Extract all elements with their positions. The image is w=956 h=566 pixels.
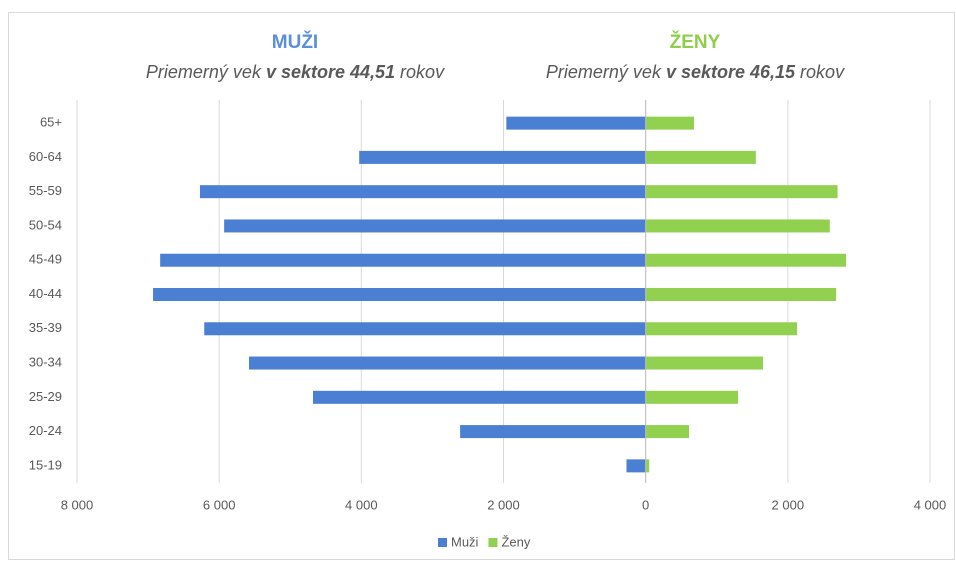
bar (460, 425, 646, 439)
legend-swatch (438, 538, 447, 547)
bar (160, 253, 646, 267)
bar (199, 185, 646, 199)
bar (645, 322, 798, 336)
heading-subtitle: Priemerný vek v sektore 44,51 rokov (146, 62, 445, 82)
bar (645, 253, 847, 267)
legend-label: Muži (451, 534, 479, 549)
y-tick-label: 55-59 (29, 183, 62, 198)
heading-title: MUŽI (272, 31, 318, 53)
legend-label: Ženy (501, 534, 530, 549)
bar (204, 322, 646, 336)
y-tick-label: 45-49 (29, 252, 62, 267)
y-tick-label: 40-44 (29, 286, 62, 301)
bar (645, 150, 756, 164)
bar (153, 288, 646, 301)
y-tick-label: 20-24 (29, 423, 62, 438)
x-tick-label: 0 (642, 497, 649, 512)
subtitle-part: rokov (795, 62, 845, 82)
heading-subtitle: Priemerný vek v sektore 46,15 rokov (546, 62, 845, 82)
subtitle-part: v sektore 44,51 (266, 62, 395, 82)
bar (312, 390, 646, 404)
bar (645, 185, 838, 199)
x-tick-label: 4 000 (345, 497, 378, 512)
y-tick-label: 25-29 (29, 389, 62, 404)
subtitle-part: v sektore 46,15 (666, 62, 796, 82)
x-tick-label: 8 000 (61, 497, 94, 512)
bar (645, 459, 650, 473)
bar (359, 150, 646, 164)
bar (645, 288, 837, 301)
subtitle-part: rokov (395, 62, 445, 82)
bar (645, 356, 763, 370)
bar (645, 425, 690, 439)
subtitle-part: Priemerný vek (146, 62, 266, 82)
y-tick-label: 15-19 (29, 457, 62, 472)
chart-frame (8, 12, 955, 560)
bar (224, 219, 646, 233)
x-tick-label: 4 000 (914, 497, 947, 512)
bar (645, 116, 695, 130)
bar (626, 459, 646, 473)
bar (645, 390, 739, 404)
x-tick-label: 2 000 (487, 497, 520, 512)
subtitle-part: Priemerný vek (546, 62, 666, 82)
bar (249, 356, 646, 370)
bar (645, 219, 830, 233)
heading-title: ŽENY (670, 31, 721, 53)
x-tick-label: 6 000 (203, 497, 236, 512)
y-tick-label: 60-64 (29, 149, 62, 164)
legend-swatch (488, 538, 498, 547)
y-tick-label: 35-39 (29, 320, 62, 335)
y-tick-label: 50-54 (29, 217, 62, 232)
y-tick-label: 65+ (40, 115, 62, 130)
x-tick-label: 2 000 (772, 497, 805, 512)
bar (506, 116, 646, 130)
y-tick-label: 30-34 (29, 354, 62, 369)
